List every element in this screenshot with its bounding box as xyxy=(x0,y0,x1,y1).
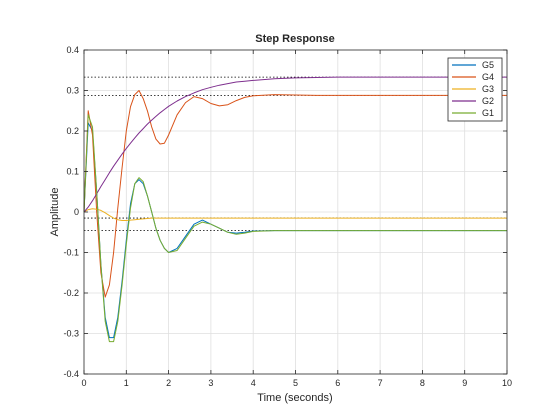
y-tick-label: 0.3 xyxy=(66,86,79,96)
ticks: 0 1 2 3 4 5 6 7 8 9 10 -0.4 -0.3 -0.2 -0.1 0 0.1 0.2 0.3 0.… xyxy=(63,45,512,388)
y-tick-label: -0.2 xyxy=(63,288,79,298)
x-tick-label: 6 xyxy=(335,378,340,388)
legend-label-g2: G2 xyxy=(482,96,494,106)
series-line-g1 xyxy=(83,114,507,343)
legend-label-g5: G5 xyxy=(482,60,494,70)
legend-label-g1: G1 xyxy=(482,108,494,118)
legend-label-g4: G4 xyxy=(482,72,494,82)
series-line-g4 xyxy=(83,90,507,298)
series-line-g3 xyxy=(83,208,507,221)
x-tick-label: 2 xyxy=(166,378,171,388)
x-tick-label: 5 xyxy=(293,378,298,388)
x-tick-label: 10 xyxy=(502,378,512,388)
x-tick-label: 0 xyxy=(81,378,86,388)
x-tick-label: 7 xyxy=(378,378,383,388)
x-tick-label: 8 xyxy=(420,378,425,388)
y-tick-label: 0.2 xyxy=(66,126,79,136)
y-axis-label: Amplitude xyxy=(49,188,61,237)
x-axis-label: Time (seconds) xyxy=(257,392,332,404)
y-tick-label: -0.3 xyxy=(63,329,79,339)
legend[interactable]: G5 G4 G3 G2 G1 xyxy=(447,57,503,122)
grid-lines xyxy=(84,50,507,374)
chart-title: Step Response xyxy=(255,33,334,45)
legend-label-g3: G3 xyxy=(482,84,494,94)
y-tick-label: 0.1 xyxy=(66,167,79,177)
x-tick-label: 1 xyxy=(124,378,129,388)
x-tick-label: 4 xyxy=(251,378,256,388)
y-tick-label: 0.4 xyxy=(66,45,79,55)
x-tick-label: 9 xyxy=(462,378,467,388)
x-tick-label: 3 xyxy=(208,378,213,388)
series-line-g2 xyxy=(83,76,507,213)
y-tick-label: -0.4 xyxy=(63,369,79,379)
series-lines xyxy=(83,76,507,343)
y-tick-label: -0.1 xyxy=(63,248,79,258)
y-tick-label: 0 xyxy=(74,207,79,217)
